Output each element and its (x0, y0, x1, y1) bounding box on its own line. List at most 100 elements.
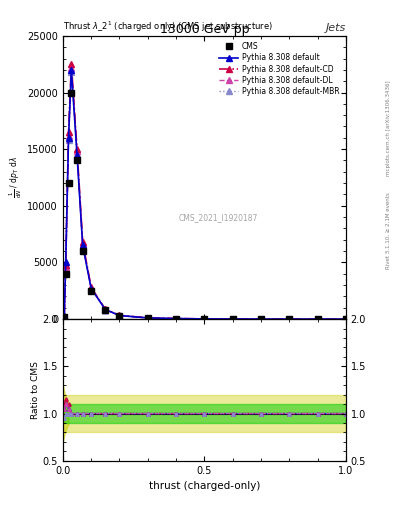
CMS (259, 316, 263, 322)
CMS (145, 315, 150, 321)
CMS (202, 316, 207, 322)
Pythia 8.308 default-CD (62, 313, 67, 319)
Pythia 8.308 default-CD (89, 284, 94, 290)
CMS (117, 313, 122, 319)
Pythia 8.308 default-CD (202, 316, 207, 322)
CMS (287, 316, 292, 322)
Pythia 8.308 default-MBR (75, 151, 79, 157)
CMS (62, 314, 67, 320)
Pythia 8.308 default-MBR (103, 307, 108, 313)
Pythia 8.308 default-DL (315, 316, 320, 322)
Line: Pythia 8.308 default-DL: Pythia 8.308 default-DL (62, 65, 349, 322)
Pythia 8.308 default-CD (117, 312, 122, 318)
Pythia 8.308 default-MBR (69, 69, 74, 75)
Pythia 8.308 default-CD (63, 262, 68, 268)
Pythia 8.308 default-MBR (343, 316, 348, 322)
Pythia 8.308 default (230, 316, 235, 322)
Line: Pythia 8.308 default-MBR: Pythia 8.308 default-MBR (62, 69, 349, 322)
CMS (89, 288, 94, 294)
Legend: CMS, Pythia 8.308 default, Pythia 8.308 default-CD, Pythia 8.308 default-DL, Pyt: CMS, Pythia 8.308 default, Pythia 8.308 … (217, 39, 342, 98)
Line: Pythia 8.308 default: Pythia 8.308 default (62, 67, 349, 322)
Pythia 8.308 default-DL (69, 65, 74, 71)
Pythia 8.308 default-MBR (287, 316, 292, 322)
Y-axis label: $\frac{1}{\mathrm{d}N}$ / $\mathrm{d}p_\mathrm{T}$ $\mathrm{d}\lambda$: $\frac{1}{\mathrm{d}N}$ / $\mathrm{d}p_\… (8, 157, 24, 199)
X-axis label: thrust (charged-only): thrust (charged-only) (149, 481, 260, 491)
Pythia 8.308 default-DL (202, 316, 207, 322)
Pythia 8.308 default-DL (174, 315, 178, 322)
Pythia 8.308 default (66, 135, 71, 141)
CMS (75, 157, 79, 163)
Pythia 8.308 default-DL (117, 312, 122, 318)
Pythia 8.308 default-DL (145, 315, 150, 321)
Pythia 8.308 default-MBR (174, 315, 178, 322)
CMS (315, 316, 320, 322)
Pythia 8.308 default (315, 316, 320, 322)
Pythia 8.308 default-CD (75, 146, 79, 152)
Pythia 8.308 default-CD (69, 61, 74, 67)
CMS (343, 316, 348, 322)
Pythia 8.308 default-MBR (145, 315, 150, 321)
Pythia 8.308 default-CD (287, 316, 292, 322)
Pythia 8.308 default-CD (174, 315, 178, 322)
Pythia 8.308 default (259, 316, 263, 322)
Pythia 8.308 default-MBR (62, 313, 67, 319)
Pythia 8.308 default (202, 316, 207, 322)
Pythia 8.308 default-DL (80, 241, 85, 247)
Line: CMS: CMS (62, 90, 349, 322)
Pythia 8.308 default-DL (230, 316, 235, 322)
Pythia 8.308 default-MBR (66, 137, 71, 143)
Pythia 8.308 default-CD (259, 316, 263, 322)
Pythia 8.308 default-CD (230, 316, 235, 322)
Pythia 8.308 default (89, 286, 94, 292)
Pythia 8.308 default (75, 152, 79, 158)
Pythia 8.308 default (145, 315, 150, 321)
Pythia 8.308 default-DL (89, 285, 94, 291)
Pythia 8.308 default-CD (343, 316, 348, 322)
CMS (63, 271, 68, 277)
Pythia 8.308 default-DL (66, 133, 71, 139)
Text: CMS_2021_I1920187: CMS_2021_I1920187 (179, 213, 258, 222)
Pythia 8.308 default (103, 307, 108, 313)
Pythia 8.308 default-DL (287, 316, 292, 322)
Text: Jets: Jets (325, 23, 346, 33)
Pythia 8.308 default (343, 316, 348, 322)
CMS (230, 316, 235, 322)
Pythia 8.308 default-DL (103, 306, 108, 312)
Pythia 8.308 default (62, 313, 67, 319)
Pythia 8.308 default-MBR (89, 285, 94, 291)
Y-axis label: Ratio to CMS: Ratio to CMS (31, 361, 40, 419)
Pythia 8.308 default-CD (80, 239, 85, 245)
CMS (174, 315, 178, 322)
Pythia 8.308 default (174, 315, 178, 322)
Text: mcplots.cern.ch [arXiv:1306.3436]: mcplots.cern.ch [arXiv:1306.3436] (386, 80, 391, 176)
Pythia 8.308 default-CD (103, 306, 108, 312)
Text: Thrust $\lambda\_2^1$ (charged only) (CMS jet substructure): Thrust $\lambda\_2^1$ (charged only) (CM… (63, 20, 273, 34)
Pythia 8.308 default (287, 316, 292, 322)
Pythia 8.308 default-DL (75, 148, 79, 155)
Pythia 8.308 default-MBR (259, 316, 263, 322)
CMS (80, 248, 85, 254)
Pythia 8.308 default-MBR (230, 316, 235, 322)
Pythia 8.308 default-CD (145, 315, 150, 321)
Pythia 8.308 default (69, 67, 74, 73)
Pythia 8.308 default-DL (62, 313, 67, 319)
Pythia 8.308 default-MBR (117, 312, 122, 318)
Pythia 8.308 default-MBR (202, 316, 207, 322)
Text: 13000 GeV pp: 13000 GeV pp (160, 23, 249, 36)
Text: Rivet 3.1.10, ≥ 2.1M events: Rivet 3.1.10, ≥ 2.1M events (386, 192, 391, 269)
Pythia 8.308 default (80, 242, 85, 248)
CMS (66, 180, 71, 186)
Pythia 8.308 default-CD (315, 316, 320, 322)
Pythia 8.308 default-DL (259, 316, 263, 322)
Pythia 8.308 default-MBR (80, 244, 85, 250)
CMS (103, 307, 108, 313)
Pythia 8.308 default-DL (63, 264, 68, 270)
CMS (69, 90, 74, 96)
Pythia 8.308 default-CD (66, 129, 71, 135)
Pythia 8.308 default-MBR (63, 266, 68, 272)
Line: Pythia 8.308 default-CD: Pythia 8.308 default-CD (62, 61, 349, 322)
Pythia 8.308 default (117, 312, 122, 318)
Pythia 8.308 default-DL (343, 316, 348, 322)
Pythia 8.308 default-MBR (315, 316, 320, 322)
Pythia 8.308 default (63, 260, 68, 266)
